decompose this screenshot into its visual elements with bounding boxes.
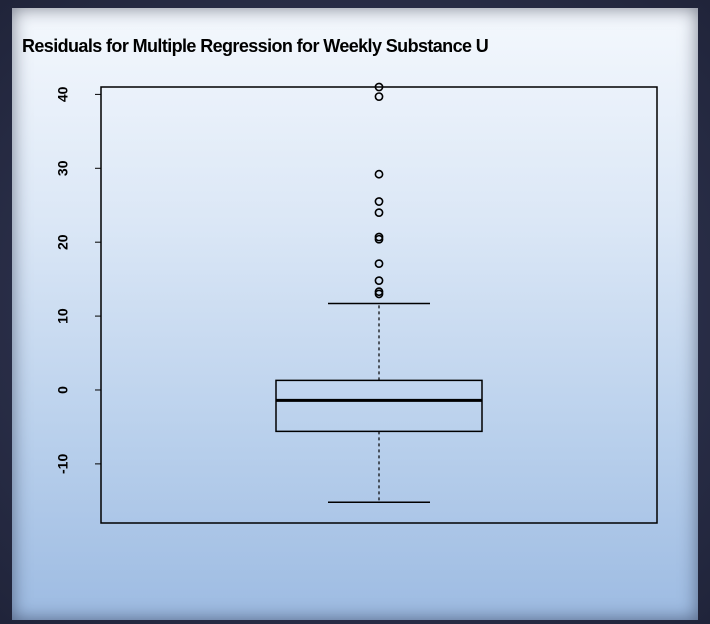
outlier-point [374, 208, 384, 218]
outlier-point [374, 82, 384, 92]
chart-title: Residuals for Multiple Regression for We… [22, 36, 489, 56]
chart-panel: Residuals for Multiple Regression for We… [12, 8, 698, 620]
outlier-point [374, 169, 384, 179]
y-tick-label: 10 [55, 308, 71, 324]
outlier-point [374, 287, 384, 297]
outlier-point [374, 197, 384, 206]
outlier-point [374, 276, 384, 286]
outlier-point [374, 232, 384, 242]
outlier-point [374, 259, 384, 269]
y-tick-label: 30 [55, 160, 71, 176]
boxplot-chart: -10 0 10 20 30 40 [55, 82, 658, 524]
outlier-point [374, 92, 384, 102]
y-tick-label: 40 [55, 86, 71, 102]
y-tick-label: 0 [55, 386, 71, 394]
y-tick-label: 20 [55, 234, 71, 250]
y-tick-label: -10 [55, 454, 71, 474]
plot-area-border [100, 86, 658, 524]
box-iqr [275, 379, 483, 433]
